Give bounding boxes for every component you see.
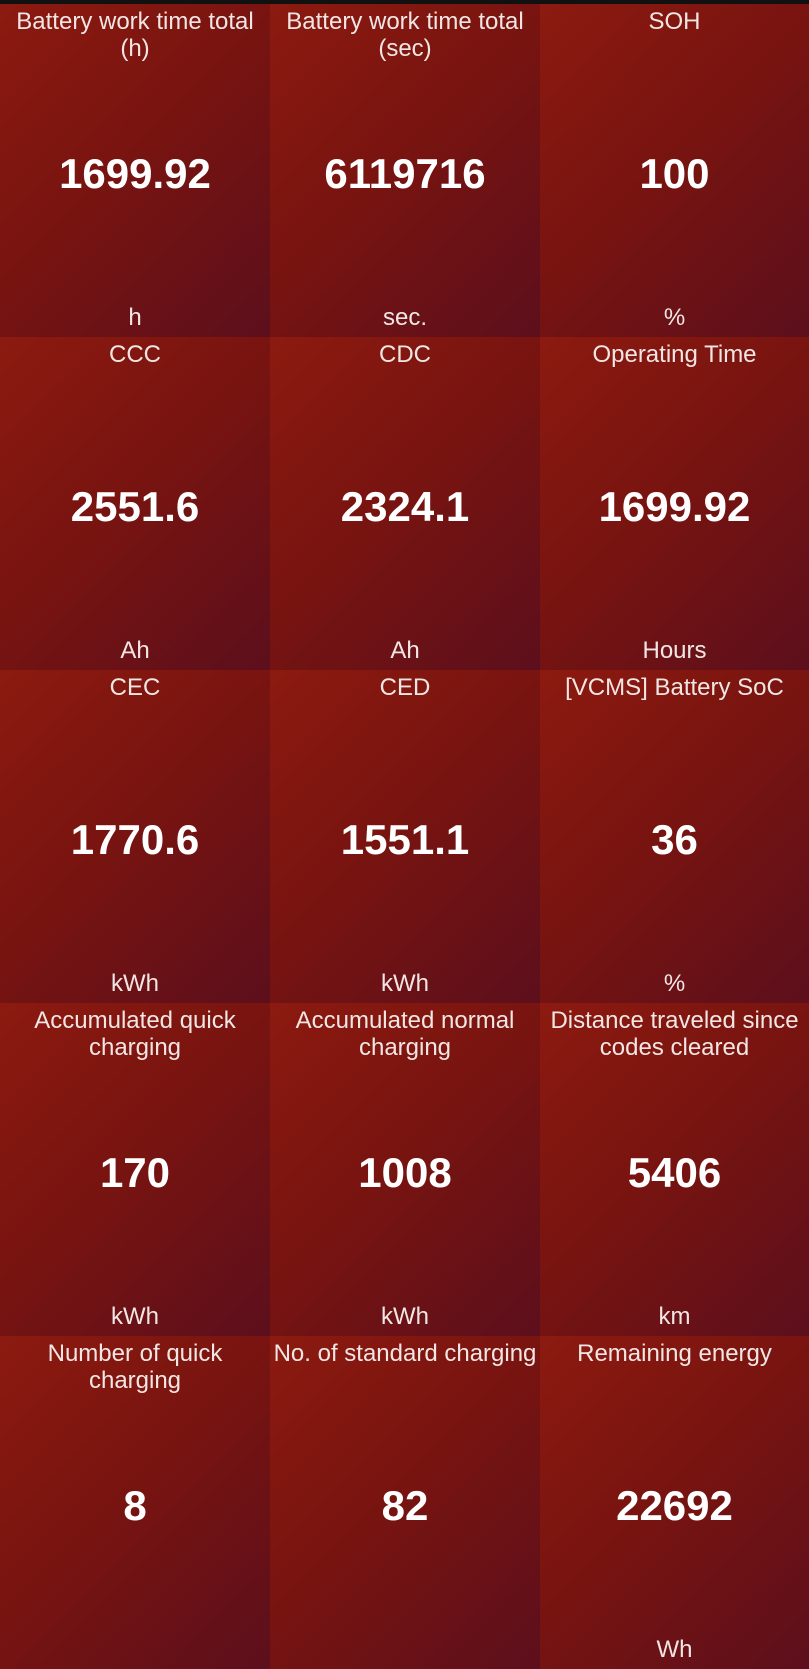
gauge-tile[interactable]: CEC 1770.6 kWh xyxy=(0,670,270,1003)
gauge-tile[interactable]: Accumulated quick charging 170 kWh xyxy=(0,1003,270,1336)
gauge-tile[interactable]: Battery work time total (h) 1699.92 h xyxy=(0,4,270,337)
gauge-label: Battery work time total (sec) xyxy=(286,8,524,62)
gauge-unit: sec. xyxy=(382,304,427,331)
gauge-label: [VCMS] Battery SoC xyxy=(565,674,784,701)
gauge-value: 1699.92 xyxy=(59,150,211,197)
gauge-tile[interactable]: No. of standard charging 82 xyxy=(270,1336,540,1669)
gauge-label: Remaining energy xyxy=(577,1340,772,1367)
gauge-unit: kWh xyxy=(381,970,429,997)
gauge-label: Operating Time xyxy=(592,341,757,368)
gauge-unit: % xyxy=(663,304,686,331)
gauge-unit: Hours xyxy=(642,637,707,664)
status-bar xyxy=(0,0,809,4)
gauge-unit: km xyxy=(658,1303,691,1330)
gauge-value: 1770.6 xyxy=(70,816,200,863)
gauge-tile[interactable]: Number of quick charging 8 xyxy=(0,1336,270,1669)
gauge-tile[interactable]: Operating Time 1699.92 Hours xyxy=(540,337,809,670)
gauge-label: Accumulated normal charging xyxy=(295,1007,515,1061)
gauge-label: Number of quick charging xyxy=(47,1340,223,1394)
gauge-tile[interactable]: Distance traveled since codes cleared 54… xyxy=(540,1003,809,1336)
gauge-tile[interactable]: Battery work time total (sec) 6119716 se… xyxy=(270,4,540,337)
gauge-value: 1699.92 xyxy=(598,483,751,530)
gauge-tile[interactable]: SOH 100 % xyxy=(540,4,809,337)
gauge-value: 1551.1 xyxy=(340,816,470,863)
gauge-label: Distance traveled since codes cleared xyxy=(550,1007,799,1061)
gauge-label: SOH xyxy=(648,8,701,35)
gauge-value: 5406 xyxy=(627,1149,722,1196)
gauge-value: 8 xyxy=(123,1482,147,1529)
gauge-tile[interactable]: Accumulated normal charging 1008 kWh xyxy=(270,1003,540,1336)
gauge-unit: kWh xyxy=(111,1303,159,1330)
gauge-tile[interactable]: Remaining energy 22692 Wh xyxy=(540,1336,809,1669)
gauge-unit: % xyxy=(663,970,686,997)
gauge-tile[interactable]: CDC 2324.1 Ah xyxy=(270,337,540,670)
gauge-unit: kWh xyxy=(381,1303,429,1330)
gauge-grid: Battery work time total (h) 1699.92 h Bat… xyxy=(0,4,809,1669)
gauge-unit: Wh xyxy=(656,1636,693,1663)
gauge-value: 100 xyxy=(639,150,710,197)
gauge-value: 170 xyxy=(99,1149,171,1196)
gauge-tile[interactable]: [VCMS] Battery SoC 36 % xyxy=(540,670,809,1003)
gauge-value: 1008 xyxy=(358,1149,452,1196)
gauge-value: 22692 xyxy=(616,1482,733,1529)
gauge-unit: Ah xyxy=(120,637,150,664)
gauge-value: 6119716 xyxy=(324,150,486,197)
gauge-unit: kWh xyxy=(111,970,159,997)
gauge-label: No. of standard charging xyxy=(273,1340,537,1367)
gauge-label: Accumulated quick charging xyxy=(34,1007,236,1061)
gauge-value: 82 xyxy=(381,1482,429,1529)
gauge-unit: h xyxy=(128,304,142,331)
gauge-label: Battery work time total (h) xyxy=(16,8,254,62)
gauge-tile[interactable]: CED 1551.1 kWh xyxy=(270,670,540,1003)
gauge-unit: Ah xyxy=(390,637,420,664)
gauge-value: 36 xyxy=(651,816,698,863)
gauge-label: CCC xyxy=(109,341,161,368)
gauge-label: CEC xyxy=(109,674,161,701)
gauge-value: 2551.6 xyxy=(70,483,200,530)
gauge-value: 2324.1 xyxy=(340,483,470,530)
gauge-label: CDC xyxy=(379,341,431,368)
gauge-label: CED xyxy=(379,674,431,701)
gauge-tile[interactable]: CCC 2551.6 Ah xyxy=(0,337,270,670)
